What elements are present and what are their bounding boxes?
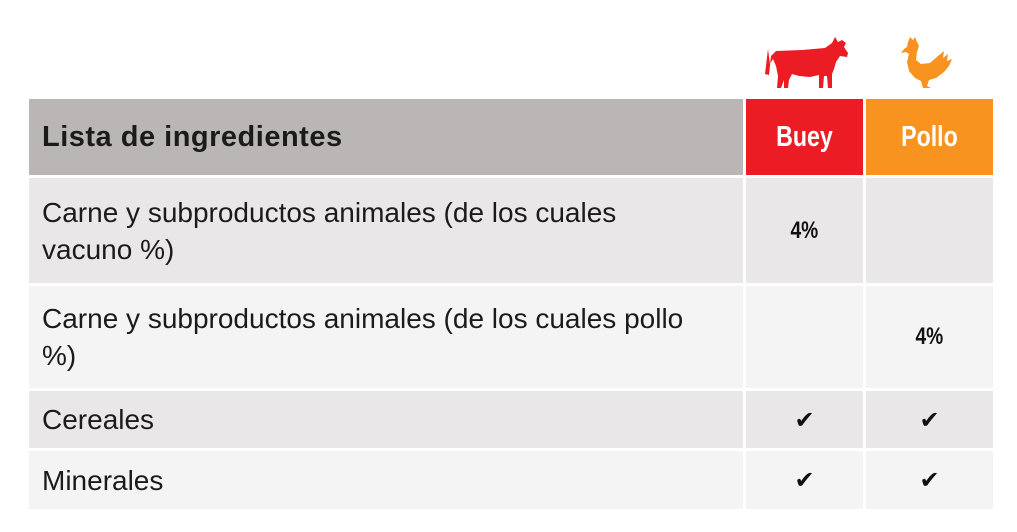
pollo-value-text: 4%: [915, 323, 944, 350]
column-header-buey-label: Buey: [776, 120, 833, 153]
ingredient-name: Minerales: [29, 451, 743, 509]
table-row: Carne y subproductos animales (de los cu…: [29, 286, 993, 388]
ingredient-name: Carne y subproductos animales (de los cu…: [29, 178, 743, 283]
table-row: Carne y subproductos animales (de los cu…: [29, 178, 993, 283]
pollo-value: [866, 178, 993, 283]
pollo-value: ✔: [866, 391, 993, 448]
column-header-pollo: Pollo: [866, 99, 993, 175]
table-title: Lista de ingredientes: [29, 99, 743, 175]
cow-icon: [765, 37, 848, 88]
ingredient-name-text: Cereales: [42, 404, 155, 435]
chicken-icon: [901, 37, 952, 88]
buey-value: 4%: [746, 178, 863, 283]
table-row: Cereales ✔ ✔: [29, 391, 993, 448]
check-icon: ✔: [919, 466, 940, 494]
pollo-value: 4%: [866, 286, 993, 388]
check-icon: ✔: [794, 466, 815, 494]
header-title-text: Lista de ingredientes: [42, 120, 343, 153]
pollo-value: ✔: [866, 451, 993, 509]
ingredients-table: Lista de ingredientes Buey Pollo Carne y…: [29, 99, 993, 509]
ingredient-name-text: Carne y subproductos animales (de los cu…: [42, 303, 684, 371]
column-header-pollo-label: Pollo: [901, 120, 958, 153]
ingredient-name: Cereales: [29, 391, 743, 448]
ingredient-name-text: Carne y subproductos animales (de los cu…: [42, 196, 617, 265]
buey-value: ✔: [746, 391, 863, 448]
ingredient-name: Carne y subproductos animales (de los cu…: [29, 286, 743, 388]
ingredient-name-text: Minerales: [42, 464, 164, 496]
buey-value: ✔: [746, 451, 863, 509]
buey-value: [746, 286, 863, 388]
table-header-row: Lista de ingredientes Buey Pollo: [29, 99, 993, 175]
column-header-buey: Buey: [746, 99, 863, 175]
buey-value-text: 4%: [790, 216, 819, 244]
table-row: Minerales ✔ ✔: [29, 451, 993, 509]
check-icon: ✔: [919, 405, 940, 434]
check-icon: ✔: [794, 405, 815, 434]
